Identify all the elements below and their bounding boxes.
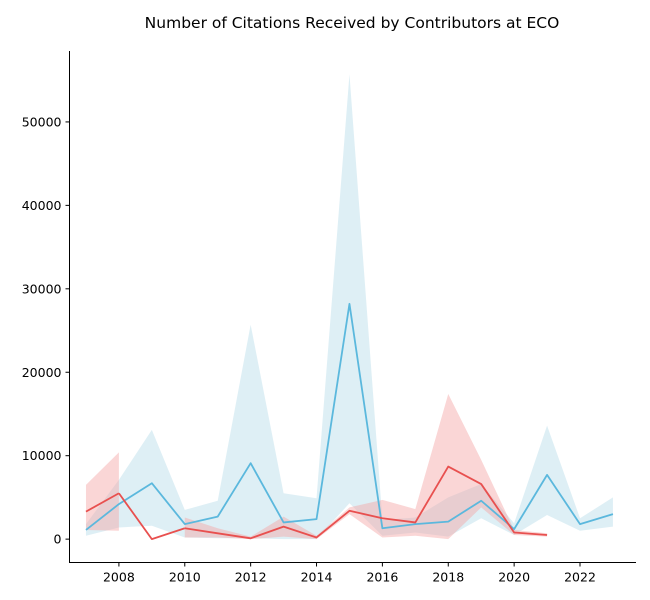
series-2-band-1 <box>85 452 119 531</box>
y-tick-label-10000: 10000 <box>22 448 62 463</box>
x-tick-label-2022: 2022 <box>564 570 596 585</box>
x-tick-label-2016: 2016 <box>366 570 398 585</box>
series-2-connector-line <box>118 492 186 541</box>
x-tick-label-2014: 2014 <box>301 570 333 585</box>
x-tick-label-2008: 2008 <box>103 570 135 585</box>
x-tick-label-2020: 2020 <box>498 570 530 585</box>
x-tick-label-2012: 2012 <box>235 570 267 585</box>
series-2-line-2 <box>184 465 548 540</box>
x-tick-label-2018: 2018 <box>432 570 464 585</box>
series-2-line-1 <box>85 492 120 513</box>
x-tick-label-2010: 2010 <box>169 570 201 585</box>
y-tick-label-0: 0 <box>54 532 62 547</box>
y-axis-ticks: 0 10000 20000 30000 40000 50000 <box>22 114 70 547</box>
y-tick-label-20000: 20000 <box>22 365 62 380</box>
series-1-line-1 <box>85 302 614 531</box>
y-tick-label-40000: 40000 <box>22 198 62 213</box>
series-2-band-2 <box>184 393 548 540</box>
y-tick-label-30000: 30000 <box>22 281 62 296</box>
x-axis-ticks: 2008 2010 2012 2014 2016 2018 2020 2022 <box>103 562 596 585</box>
chart-title: Number of Citations Received by Contribu… <box>145 14 560 32</box>
series-lines <box>85 302 614 541</box>
axes <box>69 51 636 563</box>
y-tick-label-50000: 50000 <box>22 114 62 129</box>
